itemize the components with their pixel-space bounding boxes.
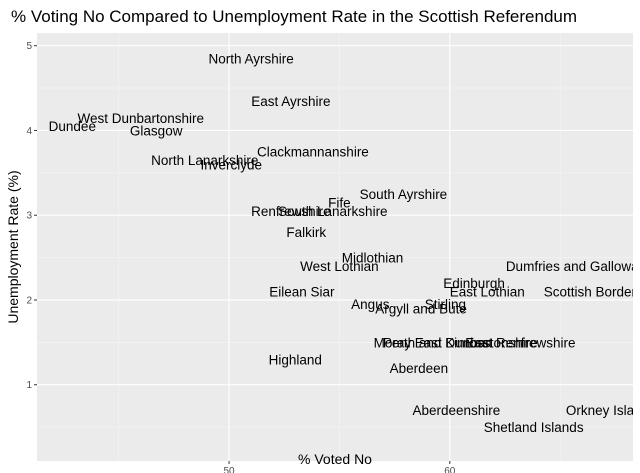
axis-ticks: 50 60 1 2 3 4 5 (26, 41, 455, 473)
point-label: East Dunbartonshire (415, 335, 538, 350)
point-label: Aberdeen (390, 361, 449, 376)
minor-gridlines (37, 33, 633, 461)
point-labels: North Ayrshire East Ayrshire West Dunbarto… (49, 51, 640, 435)
chart-title: % Voting No Compared to Unemployment Rat… (11, 7, 577, 26)
point-label: Orkney Islands (566, 403, 640, 418)
point-label: North Ayrshire (208, 51, 293, 66)
point-label: North Lanarkshire (151, 153, 258, 168)
point-label: Aberdeenshire (413, 403, 501, 418)
x-tick-label: 50 (223, 466, 235, 473)
point-label: Angus (351, 297, 390, 312)
point-label: Scottish Borders (544, 284, 640, 299)
point-label: Shetland Islands (484, 420, 584, 435)
point-label: Moray (374, 335, 412, 350)
point-label: Fife (328, 196, 351, 211)
point-label: Stirling (425, 297, 466, 312)
point-label: East Lothian (450, 284, 525, 299)
point-label: South Lanarkshire (278, 204, 388, 219)
point-label: Renfrewshire (251, 204, 331, 219)
point-label: Dundee (49, 119, 96, 134)
point-label: West Dunbartonshire (77, 111, 204, 126)
y-tick-label: 2 (26, 295, 32, 306)
plot-panel (37, 33, 633, 461)
y-tick-label: 4 (26, 126, 32, 137)
point-label: Argyll and Bute (375, 301, 467, 316)
point-label: Glasgow (130, 123, 183, 138)
point-label: Dumfries and Galloway (506, 259, 640, 274)
point-label: Eilean Siar (269, 284, 335, 299)
point-label: Clackmannanshire (257, 145, 369, 160)
point-label: Falkirk (286, 225, 326, 240)
y-tick-label: 3 (26, 211, 32, 222)
point-label: Inverclyde (200, 157, 262, 172)
major-gridlines (37, 33, 633, 461)
point-label: West Lothian (300, 259, 379, 274)
point-label: East Renfrewshire (465, 335, 575, 350)
point-label: Highland (269, 352, 322, 367)
x-tick-label: 60 (444, 466, 456, 473)
y-axis-title: Unemployment Rate (%) (5, 170, 21, 323)
point-label: South Ayrshire (360, 187, 448, 202)
point-label: Perth and Kinross (383, 335, 491, 350)
point-label: East Ayrshire (251, 94, 330, 109)
point-label: Edinburgh (443, 276, 505, 291)
x-axis-title: % Voted No (298, 451, 372, 467)
y-tick-label: 5 (26, 41, 32, 52)
point-label: Midlothian (342, 251, 404, 266)
y-tick-label: 1 (26, 380, 32, 391)
